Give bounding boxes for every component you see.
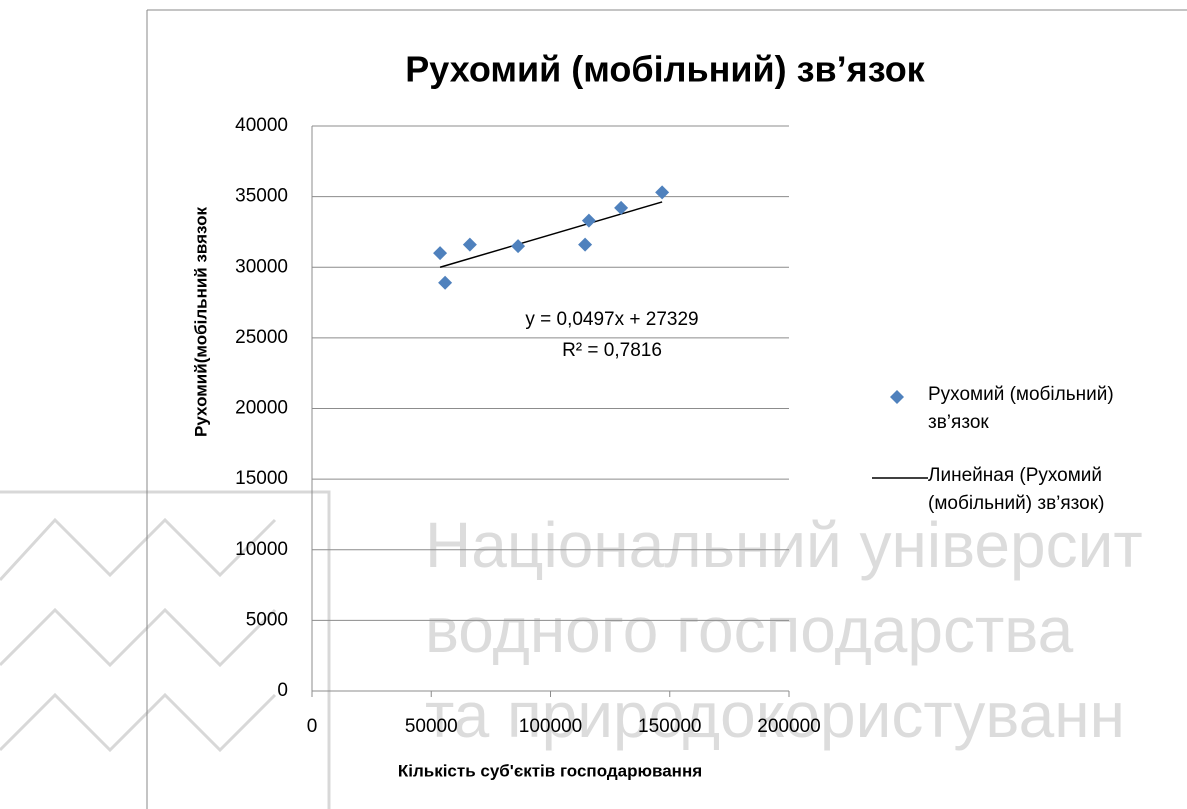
data-point bbox=[433, 246, 448, 261]
data-point bbox=[614, 200, 629, 215]
data-point bbox=[655, 185, 670, 200]
x-axis-label: Кількість суб'єктів господарювання bbox=[398, 761, 702, 780]
data-point bbox=[511, 239, 526, 254]
watermark-text: та природокористуванн bbox=[425, 679, 1125, 751]
y-tick-label: 25000 bbox=[235, 327, 288, 348]
legend-entry: Линейная (Рухомий (мобільний) зв’язок) bbox=[928, 465, 1105, 514]
y-tick-label: 10000 bbox=[235, 539, 288, 560]
x-tick-label: 200000 bbox=[757, 716, 820, 737]
trendline bbox=[439, 201, 663, 268]
equation: y = 0,0497x + 27329 bbox=[525, 309, 698, 330]
legend-label: Рухомий (мобільний) зв’язок bbox=[928, 384, 1114, 433]
r-squared: R² = 0,7816 bbox=[562, 340, 662, 361]
x-tick-label: 0 bbox=[307, 716, 318, 737]
x-tick-label: 50000 bbox=[405, 716, 458, 737]
y-tick-label: 15000 bbox=[235, 468, 288, 489]
legend-label: Линейная (Рухомий (мобільний) зв’язок) bbox=[928, 465, 1105, 514]
y-axis-label: Рухомий(мобільний звязок bbox=[191, 207, 210, 437]
data-point bbox=[578, 237, 593, 252]
y-tick-label: 0 bbox=[277, 680, 288, 701]
legend-entry: Рухомий (мобільний) зв’язок bbox=[928, 384, 1114, 433]
y-tick-label: 40000 bbox=[235, 115, 288, 136]
data-point bbox=[462, 237, 477, 252]
x-tick-label: 150000 bbox=[638, 716, 701, 737]
y-tick-label: 30000 bbox=[235, 256, 288, 277]
watermark-logo bbox=[0, 490, 331, 809]
watermark-text: водного господарства bbox=[425, 594, 1074, 666]
y-tick-label: 20000 bbox=[235, 398, 288, 419]
data-point bbox=[438, 275, 453, 290]
x-tick-label: 100000 bbox=[519, 716, 582, 737]
legend-symbol bbox=[890, 390, 904, 404]
y-tick-label: 35000 bbox=[235, 186, 288, 207]
chart-title: Рухомий (мобільний) зв’язок bbox=[405, 49, 925, 90]
data-point bbox=[581, 213, 596, 228]
y-tick-label: 5000 bbox=[246, 609, 288, 630]
watermark-text: Національний університ bbox=[425, 509, 1143, 581]
